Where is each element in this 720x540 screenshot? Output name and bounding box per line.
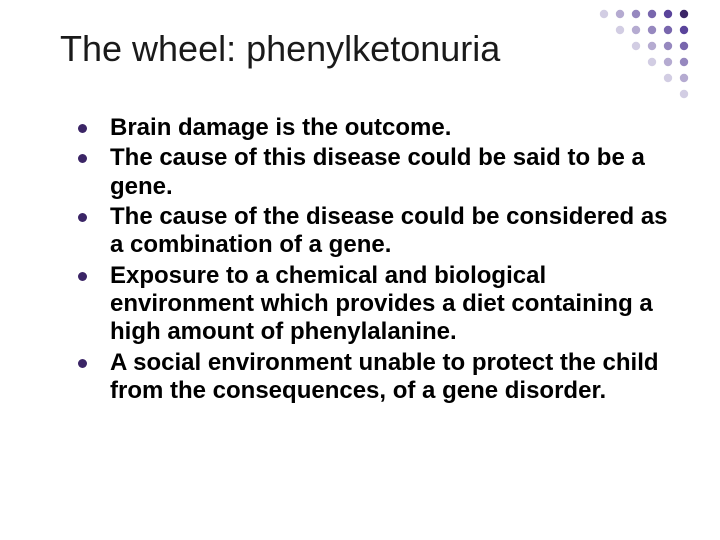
list-item: A social environment unable to protect t… [78,349,670,406]
bullet-text: The cause of this disease could be said … [110,144,645,199]
list-item: The cause of the disease could be consid… [78,203,670,260]
list-item: The cause of this disease could be said … [78,144,670,201]
bullet-text: The cause of the disease could be consid… [110,203,668,258]
bullet-text: A social environment unable to protect t… [110,349,659,404]
list-item: Exposure to a chemical and biological en… [78,262,670,347]
bullet-list: Brain damage is the outcome. The cause o… [60,114,670,405]
bullet-text: Brain damage is the outcome. [110,114,451,141]
bullet-text: Exposure to a chemical and biological en… [110,262,653,346]
list-item: Brain damage is the outcome. [78,114,670,142]
slide: The wheel: phenylketonuria Brain damage … [0,0,720,540]
corner-dot-pattern [594,4,694,104]
slide-title: The wheel: phenylketonuria [60,28,670,70]
